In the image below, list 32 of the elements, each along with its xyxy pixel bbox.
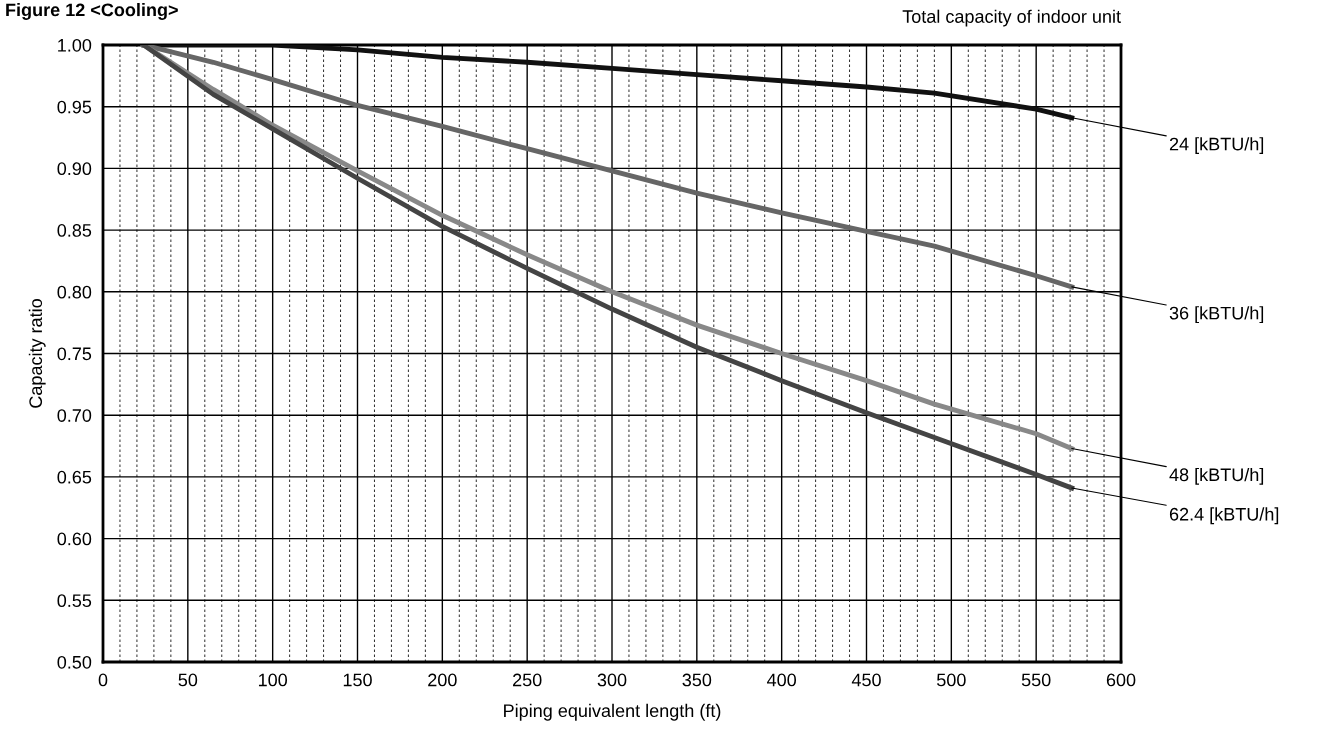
chart-title: Figure 12 <Cooling> bbox=[6, 3, 178, 20]
x-tick-label: 500 bbox=[936, 673, 966, 687]
x-tick-label: 250 bbox=[513, 673, 542, 687]
y-tick-label: 0.60 bbox=[57, 532, 92, 546]
x-tick-label: 300 bbox=[597, 673, 627, 687]
y-tick-label: 0.55 bbox=[57, 594, 92, 608]
y-tick-label: 0.90 bbox=[57, 162, 92, 176]
x-tick-label: 450 bbox=[851, 673, 881, 687]
x-tick-label: 400 bbox=[767, 673, 797, 687]
y-tick-label: 1.00 bbox=[58, 38, 92, 52]
y-tick-label: 0.80 bbox=[57, 285, 92, 299]
x-axis-title: Piping equivalent length (ft) bbox=[504, 703, 721, 721]
y-tick-label: 0.95 bbox=[57, 100, 92, 114]
x-tick-label: 150 bbox=[343, 673, 372, 687]
y-tick-label: 0.70 bbox=[57, 409, 92, 422]
y-axis-title: Capacity ratio bbox=[28, 299, 46, 408]
x-tick-label: 0 bbox=[98, 673, 108, 687]
text: 62.4 [kBTU/h] bbox=[1169, 507, 1279, 525]
x-tick-label: 350 bbox=[682, 673, 712, 687]
y-tick-label: 0.50 bbox=[57, 655, 92, 669]
text: 36 [kBTU/h] bbox=[1169, 306, 1264, 324]
legend-title: Total capacity of indoor unit bbox=[902, 9, 1121, 27]
y-tick-label: 0.75 bbox=[57, 347, 92, 361]
x-tick-label: 100 bbox=[258, 673, 288, 687]
text: 24 [kBTU/h] bbox=[1169, 137, 1264, 154]
x-tick-label: 200 bbox=[428, 673, 457, 687]
y-tick-label: 0.65 bbox=[57, 470, 92, 484]
text: 48 [kBTU/h] bbox=[1169, 467, 1264, 485]
x-tick-label: 550 bbox=[1021, 673, 1051, 687]
x-tick-label: 50 bbox=[178, 673, 198, 687]
y-tick-label: 0.85 bbox=[57, 224, 92, 237]
x-tick-label: 600 bbox=[1106, 673, 1136, 687]
